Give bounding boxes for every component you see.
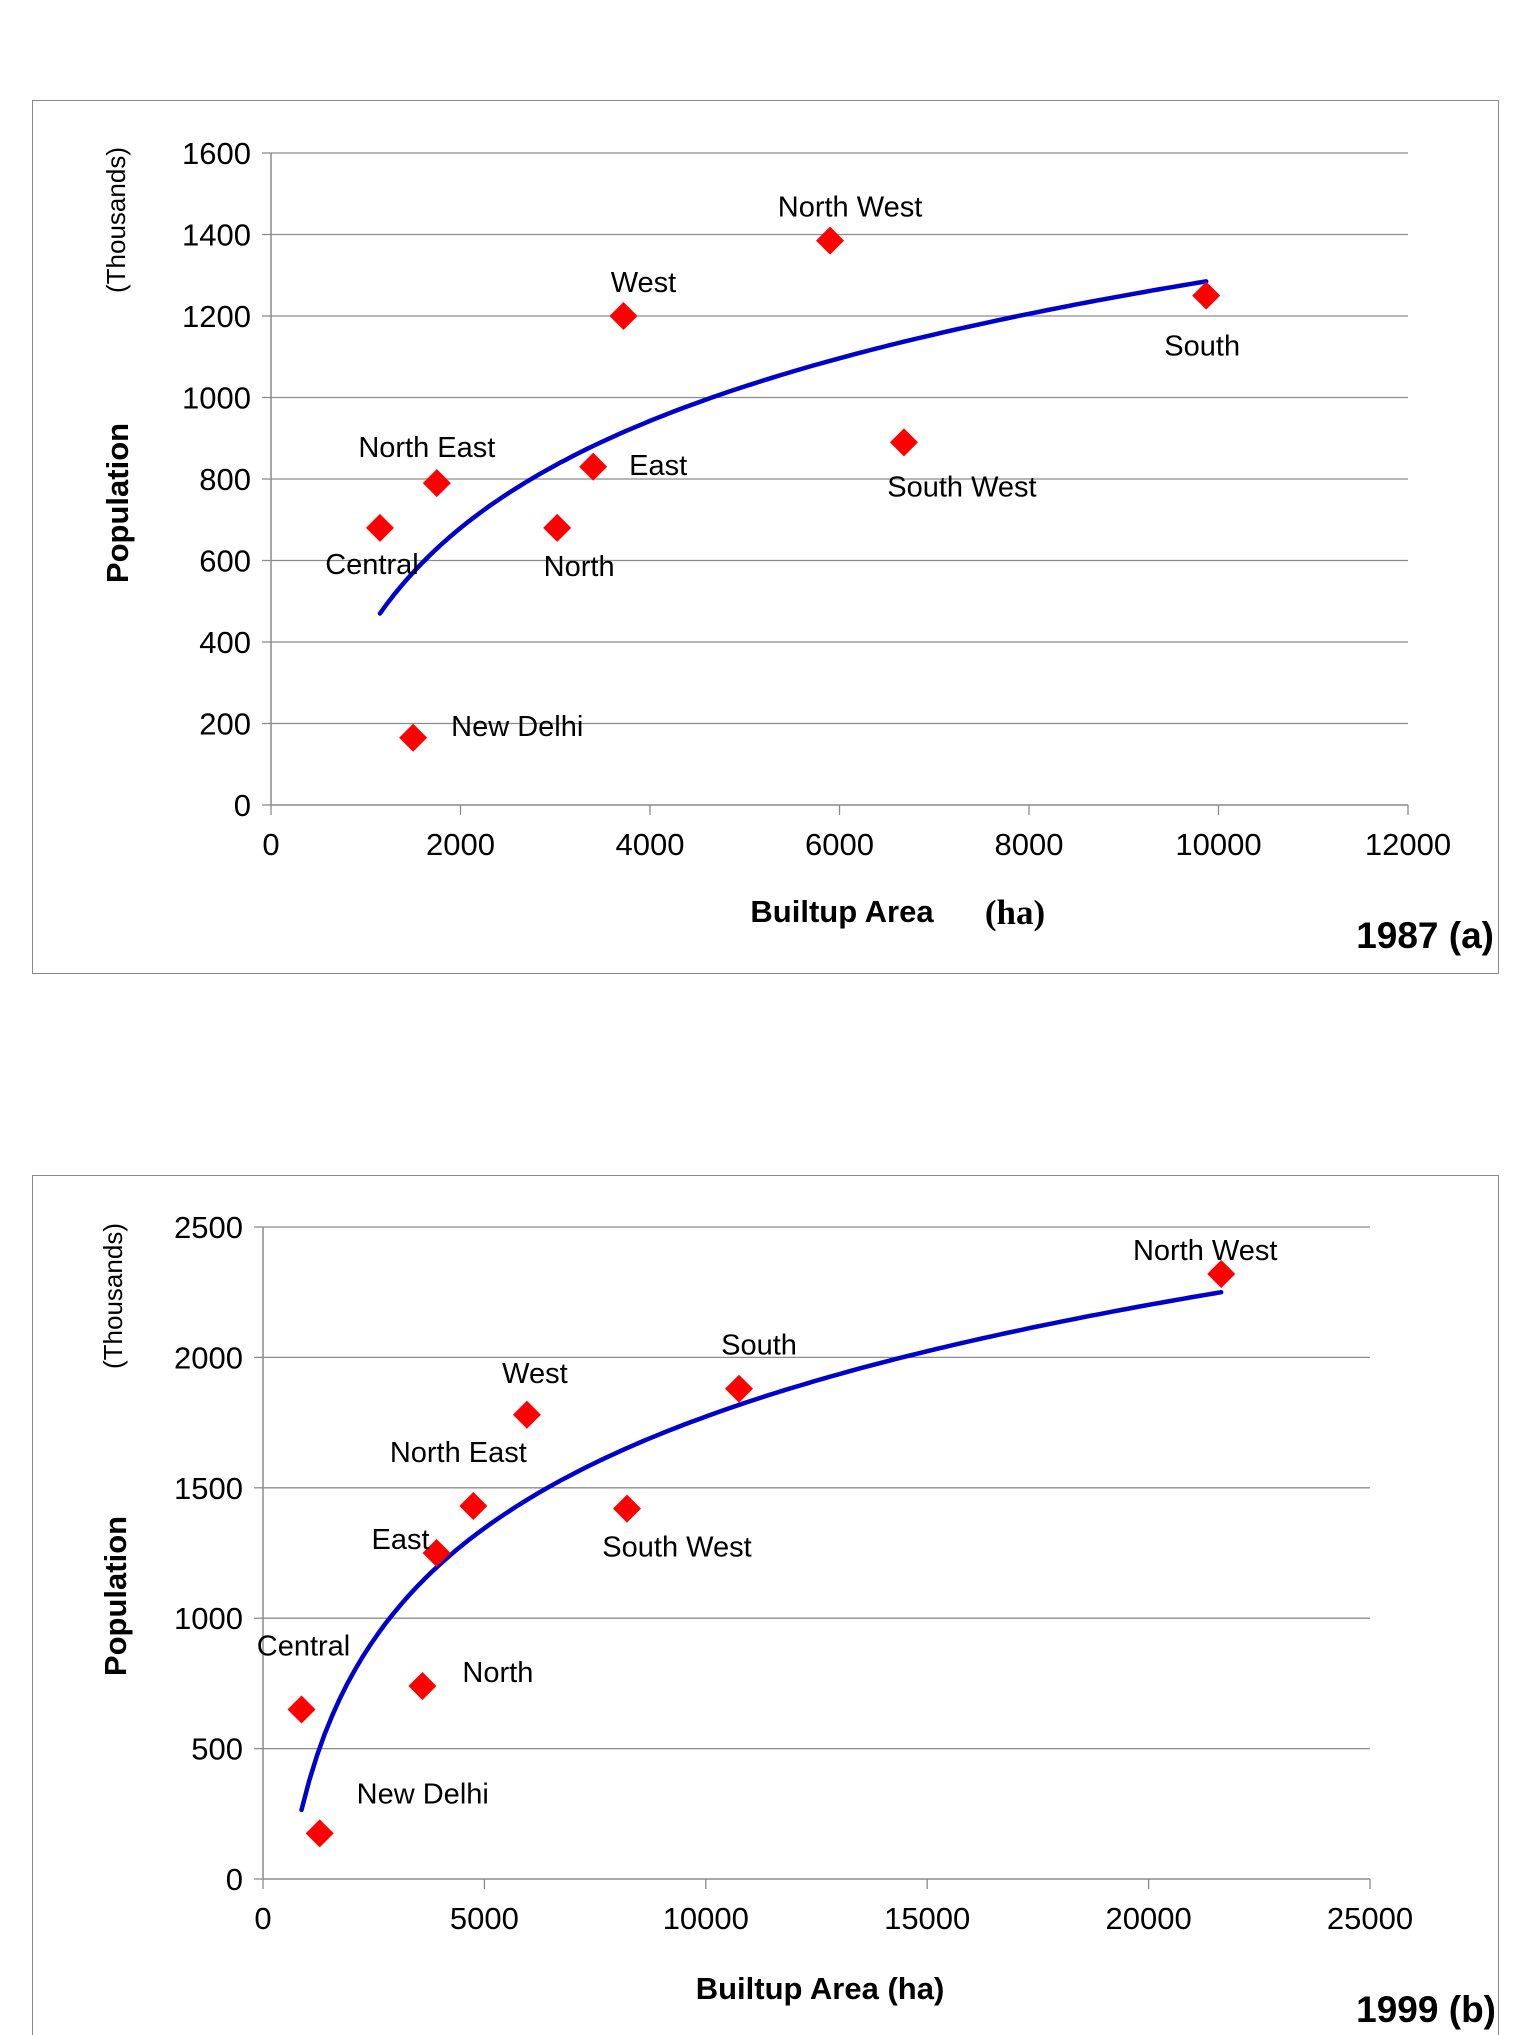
y-tick-label: 1500 bbox=[174, 1471, 243, 1506]
marker-north bbox=[408, 1672, 437, 1701]
marker-north-east bbox=[422, 469, 451, 498]
x-tick-label: 2000 bbox=[426, 827, 495, 862]
point-label-central: Central bbox=[257, 1630, 351, 1662]
point-label-south-west: South West bbox=[887, 471, 1036, 503]
y-tick-label: 2500 bbox=[174, 1210, 243, 1245]
point-label-new-delhi: New Delhi bbox=[357, 1778, 489, 1810]
y-tick-label: 1400 bbox=[182, 218, 251, 253]
x-tick-label: 4000 bbox=[616, 827, 685, 862]
point-label-north-west: North West bbox=[1133, 1235, 1278, 1267]
y-tick-label: 2000 bbox=[174, 1340, 243, 1375]
marker-south-west bbox=[889, 428, 918, 457]
point-label-east: East bbox=[372, 1524, 430, 1556]
point-label-north-east: North East bbox=[390, 1437, 527, 1469]
y-axis-unit: (Thousands) bbox=[98, 1223, 128, 1369]
marker-east bbox=[579, 452, 608, 481]
point-label-south: South bbox=[721, 1330, 797, 1362]
marker-south bbox=[1192, 281, 1221, 310]
y-tick-label: 800 bbox=[199, 462, 251, 497]
marker-west bbox=[609, 302, 638, 330]
y-tick-label: 0 bbox=[226, 1862, 243, 1897]
y-tick-label: 1600 bbox=[182, 136, 251, 171]
point-label-central: Central bbox=[325, 549, 419, 581]
x-tick-label: 6000 bbox=[805, 827, 874, 862]
x-tick-label: 0 bbox=[262, 827, 279, 862]
point-label-north: North bbox=[462, 1657, 533, 1689]
point-label-north-east: North East bbox=[358, 432, 495, 464]
x-tick-label: 8000 bbox=[995, 827, 1064, 862]
x-tick-label: 15000 bbox=[884, 1901, 970, 1936]
y-tick-label: 200 bbox=[199, 707, 251, 742]
marker-north-east bbox=[459, 1492, 488, 1521]
chart-caption: 1999 (b) bbox=[1356, 1989, 1496, 2030]
chart-caption: 1987 (a) bbox=[1356, 915, 1494, 956]
x-tick-label: 5000 bbox=[450, 1901, 519, 1936]
x-tick-label: 25000 bbox=[1327, 1901, 1413, 1936]
point-label-south: South bbox=[1164, 331, 1240, 363]
x-axis-title: Builtup Area (ha) bbox=[696, 1971, 945, 2006]
x-tick-label: 0 bbox=[254, 1901, 271, 1936]
point-label-north: North bbox=[544, 551, 615, 583]
point-label-west: West bbox=[611, 267, 677, 299]
y-tick-label: 600 bbox=[199, 544, 251, 579]
y-tick-label: 400 bbox=[199, 625, 251, 660]
marker-central bbox=[287, 1695, 316, 1724]
marker-central bbox=[365, 513, 394, 542]
y-axis-title: Population bbox=[100, 423, 135, 583]
x-tick-label: 12000 bbox=[1365, 827, 1451, 862]
chart-panel-1999 bbox=[32, 1175, 1499, 2035]
trend-line bbox=[299, 1289, 1224, 1813]
marker-north-west bbox=[816, 226, 845, 255]
marker-north bbox=[543, 513, 572, 542]
marker-south bbox=[725, 1374, 754, 1403]
point-label-north-west: North West bbox=[778, 192, 923, 224]
point-label-new-delhi: New Delhi bbox=[451, 711, 583, 743]
y-tick-label: 1000 bbox=[174, 1601, 243, 1636]
x-tick-label: 10000 bbox=[663, 1901, 749, 1936]
y-tick-label: 1200 bbox=[182, 299, 251, 334]
marker-north-west bbox=[1207, 1259, 1236, 1288]
trend-line bbox=[377, 279, 1209, 616]
y-axis-unit: (Thousands) bbox=[101, 147, 131, 293]
x-axis-title: Builtup Area bbox=[750, 894, 934, 929]
marker-east bbox=[422, 1539, 451, 1567]
y-tick-label: 1000 bbox=[182, 381, 251, 416]
x-axis-unit: (ha) bbox=[985, 893, 1045, 932]
x-tick-label: 10000 bbox=[1175, 827, 1261, 862]
marker-west bbox=[512, 1400, 541, 1429]
point-label-east: East bbox=[629, 450, 687, 482]
x-tick-label: 20000 bbox=[1105, 1901, 1191, 1936]
point-label-south-west: South West bbox=[602, 1532, 751, 1564]
point-label-west: West bbox=[502, 1358, 568, 1390]
y-tick-label: 0 bbox=[234, 788, 251, 823]
marker-new-delhi bbox=[399, 723, 428, 752]
chart-0: 0 200 400 600 800 1000 1200 1400 1600 0 2000 4000 60… bbox=[100, 136, 1494, 956]
chart-panel-1987 bbox=[32, 100, 1499, 974]
y-tick-label: 500 bbox=[191, 1732, 243, 1767]
marker-new-delhi bbox=[305, 1819, 334, 1848]
marker-south-west bbox=[612, 1494, 641, 1523]
y-axis-title: Population bbox=[98, 1516, 133, 1676]
